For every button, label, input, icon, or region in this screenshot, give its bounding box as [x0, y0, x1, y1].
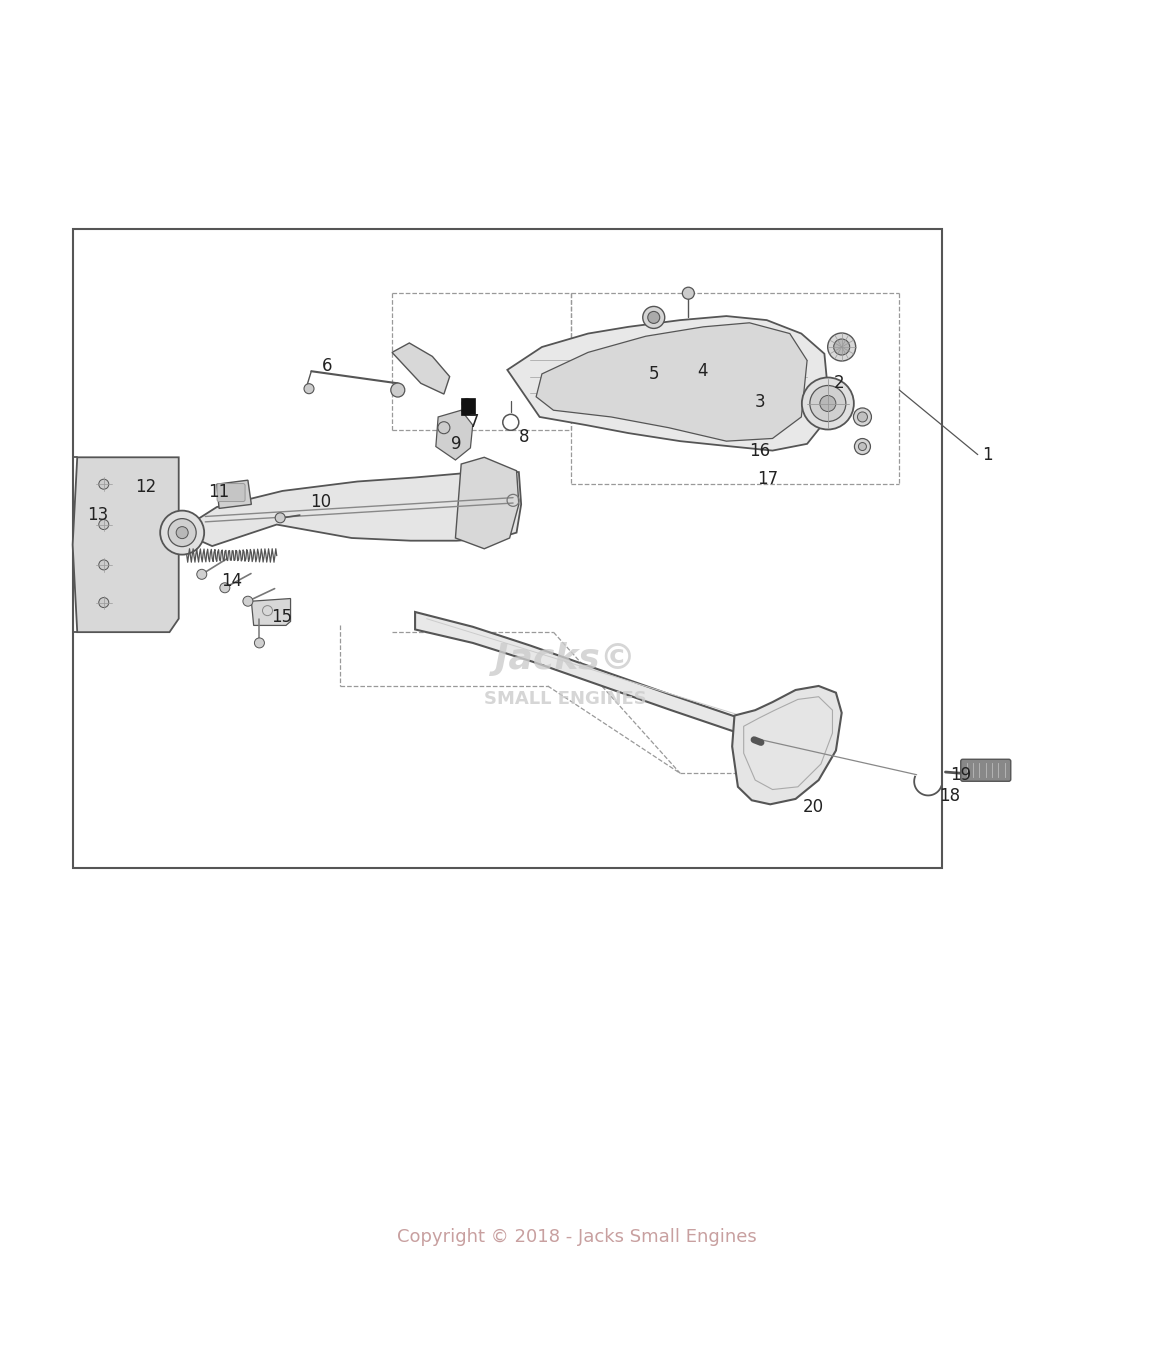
Text: 5: 5	[648, 364, 660, 383]
Text: Jacks©: Jacks©	[495, 642, 635, 677]
Text: Copyright © 2018 - Jacks Small Engines: Copyright © 2018 - Jacks Small Engines	[397, 1228, 756, 1247]
Circle shape	[99, 479, 108, 490]
Circle shape	[801, 378, 854, 429]
Circle shape	[858, 412, 867, 422]
FancyBboxPatch shape	[217, 484, 246, 502]
Circle shape	[99, 519, 108, 530]
Circle shape	[820, 395, 836, 412]
Text: 13: 13	[88, 506, 108, 525]
Circle shape	[683, 288, 694, 299]
Circle shape	[99, 597, 108, 608]
FancyBboxPatch shape	[960, 760, 1011, 781]
Circle shape	[642, 307, 665, 328]
Circle shape	[854, 438, 871, 455]
Circle shape	[438, 422, 450, 433]
Polygon shape	[392, 343, 450, 394]
Circle shape	[99, 560, 108, 570]
Circle shape	[809, 386, 846, 421]
Polygon shape	[251, 599, 291, 625]
Circle shape	[834, 339, 850, 355]
Circle shape	[168, 519, 196, 546]
Polygon shape	[732, 686, 842, 804]
Text: 7: 7	[468, 413, 480, 432]
Polygon shape	[179, 471, 521, 546]
Polygon shape	[436, 410, 473, 460]
Text: 1: 1	[981, 445, 993, 464]
Text: 3: 3	[754, 393, 766, 412]
Polygon shape	[536, 323, 807, 441]
Circle shape	[160, 511, 204, 554]
Polygon shape	[415, 612, 758, 740]
Circle shape	[220, 582, 229, 593]
Text: 4: 4	[696, 362, 708, 381]
Circle shape	[276, 512, 285, 523]
Text: 12: 12	[135, 477, 156, 496]
Text: 19: 19	[950, 765, 971, 784]
Circle shape	[243, 596, 253, 607]
Bar	[73, 229, 942, 868]
Polygon shape	[73, 457, 179, 632]
Circle shape	[255, 638, 264, 648]
Circle shape	[176, 527, 188, 538]
Polygon shape	[507, 316, 828, 451]
Text: SMALL ENGINES: SMALL ENGINES	[483, 690, 647, 709]
Text: 17: 17	[758, 469, 778, 488]
Circle shape	[304, 383, 314, 394]
Text: 2: 2	[834, 374, 845, 393]
Text: 15: 15	[271, 608, 292, 627]
Bar	[461, 398, 475, 416]
Text: 6: 6	[322, 356, 333, 375]
Circle shape	[391, 383, 405, 397]
Circle shape	[197, 569, 206, 580]
Text: 18: 18	[940, 787, 960, 806]
Text: 9: 9	[451, 434, 462, 453]
Text: 8: 8	[519, 428, 530, 447]
Text: 11: 11	[209, 483, 229, 502]
Polygon shape	[455, 457, 519, 549]
Circle shape	[859, 443, 866, 451]
Circle shape	[648, 312, 660, 323]
Text: 10: 10	[310, 492, 331, 511]
Text: 20: 20	[802, 798, 823, 816]
Text: 16: 16	[749, 441, 770, 460]
Circle shape	[828, 334, 856, 360]
Text: 14: 14	[221, 572, 242, 590]
Circle shape	[853, 408, 872, 426]
Polygon shape	[217, 480, 251, 508]
